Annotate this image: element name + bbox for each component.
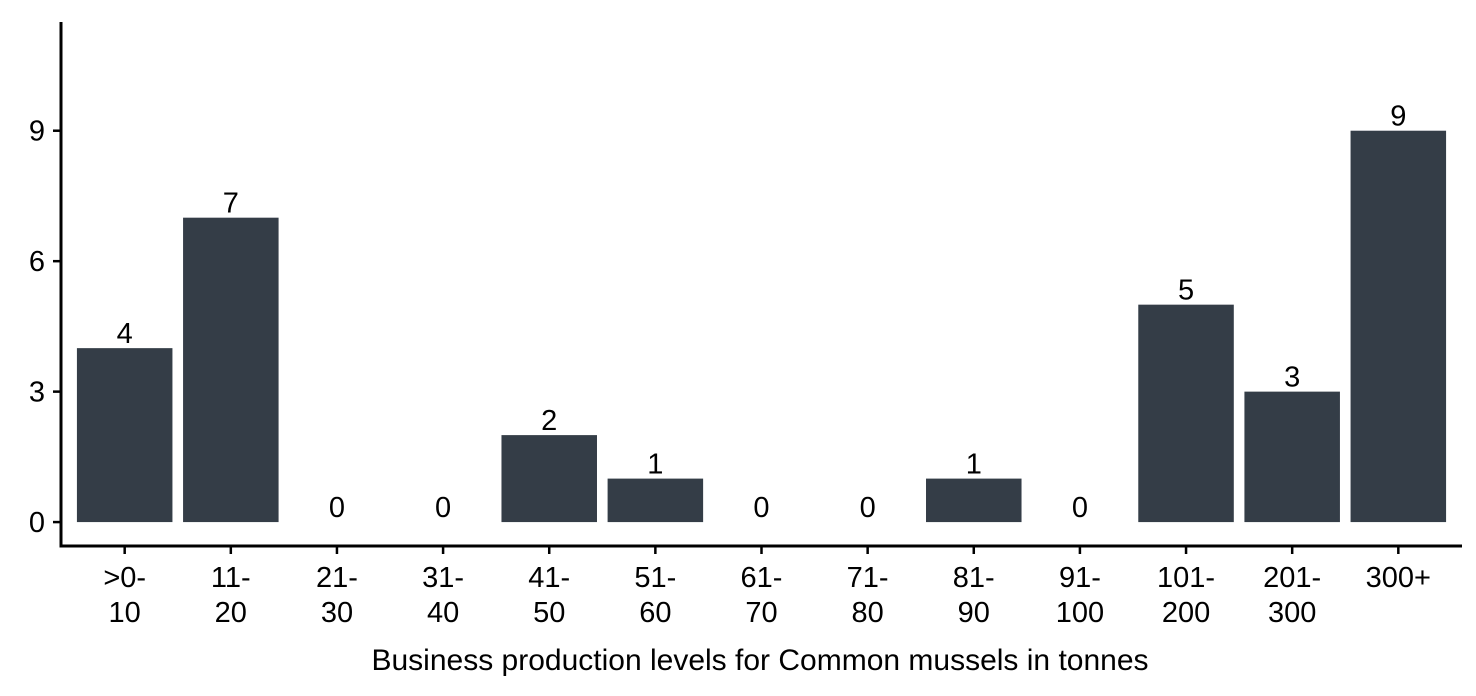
bar-8 — [926, 478, 1022, 523]
x-tick-label-10-1: 200 — [1162, 597, 1210, 629]
y-tick-label-3: 9 — [29, 116, 45, 148]
bar-0 — [76, 348, 173, 523]
x-tick-label-9-0: 91- — [1059, 562, 1101, 594]
data-label-9: 0 — [1072, 492, 1088, 524]
x-tick-label-1-0: 11- — [211, 562, 251, 594]
data-label-6: 0 — [753, 492, 769, 524]
x-tick-label-3-1: 40 — [427, 597, 459, 629]
bar-10 — [1138, 304, 1234, 523]
x-tick-label-4-1: 50 — [533, 597, 565, 629]
x-tick-label-0-0: >0- — [103, 562, 146, 594]
x-tick-label-7-1: 80 — [852, 597, 884, 629]
data-labels-layer: 4 7 0 0 2 1 0 0 1 0 5 3 9 — [117, 101, 1407, 524]
data-label-4: 2 — [541, 405, 557, 437]
bar-5 — [607, 478, 704, 523]
x-tick-label-2-1: 30 — [321, 597, 353, 629]
y-axis-ticks: 0 3 6 9 — [29, 116, 61, 539]
y-tick-label-2: 6 — [29, 246, 45, 278]
data-label-12: 9 — [1390, 101, 1406, 133]
x-tick-label-6-1: 70 — [745, 597, 777, 629]
x-tick-label-11-1: 300 — [1268, 597, 1316, 629]
data-label-7: 0 — [860, 492, 876, 524]
data-label-11: 3 — [1284, 362, 1300, 394]
x-tick-label-12-0: 300+ — [1366, 562, 1431, 594]
x-tick-label-9-1: 100 — [1056, 597, 1104, 629]
data-label-1: 7 — [223, 188, 239, 220]
x-tick-label-0-1: 10 — [109, 597, 141, 629]
x-axis-ticks: >0-10 11-20 21-30 31-40 41-50 51-60 61-70 71-80… — [103, 546, 1431, 629]
bar-4 — [501, 435, 597, 523]
data-label-0: 4 — [117, 318, 133, 350]
data-label-8: 1 — [966, 449, 982, 481]
x-tick-label-3-0: 31- — [422, 562, 464, 594]
data-label-3: 0 — [435, 492, 451, 524]
x-tick-label-10-0: 101- — [1157, 562, 1215, 594]
data-label-2: 0 — [329, 492, 345, 524]
y-tick-label-1: 3 — [29, 377, 45, 409]
bar-1 — [183, 217, 279, 523]
x-axis-title: Business production levels for Common mu… — [371, 644, 1148, 677]
x-tick-label-5-0: 51- — [634, 562, 676, 594]
x-tick-label-7-0: 71- — [847, 562, 889, 594]
bar-11 — [1244, 391, 1340, 523]
data-label-5: 1 — [647, 449, 663, 481]
data-label-10: 5 — [1178, 275, 1194, 307]
x-tick-label-11-0: 201- — [1263, 562, 1321, 594]
y-tick-label-0: 0 — [29, 507, 45, 539]
x-tick-label-6-0: 61- — [741, 562, 783, 594]
x-tick-label-8-1: 90 — [958, 597, 990, 629]
x-tick-label-4-0: 41- — [528, 562, 570, 594]
bars-layer — [76, 130, 1447, 523]
bar-12 — [1350, 130, 1447, 523]
x-tick-label-5-1: 60 — [639, 597, 671, 629]
x-tick-label-1-1: 20 — [215, 597, 247, 629]
x-tick-label-8-0: 81- — [953, 562, 995, 594]
x-tick-label-2-0: 21- — [316, 562, 358, 594]
